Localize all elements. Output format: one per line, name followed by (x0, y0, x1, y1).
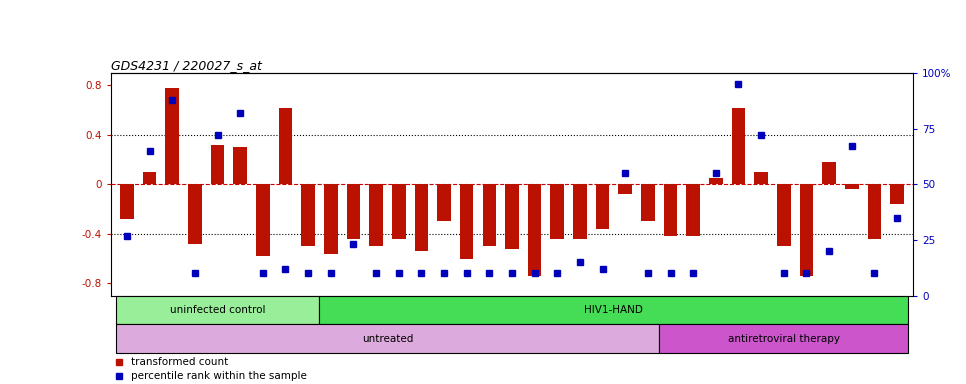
Text: percentile rank within the sample: percentile rank within the sample (131, 371, 307, 381)
Bar (483, 184, 497, 246)
Bar (777, 184, 790, 246)
Bar (731, 108, 745, 184)
Bar (891, 184, 904, 204)
Bar (527, 184, 541, 276)
Text: antiretroviral therapy: antiretroviral therapy (727, 334, 839, 344)
Bar (414, 184, 428, 251)
Text: uninfected control: uninfected control (170, 305, 266, 315)
Bar (165, 88, 179, 184)
Bar (256, 184, 270, 256)
Text: HIV1-HAND: HIV1-HAND (584, 305, 643, 315)
Bar (211, 145, 224, 184)
Bar (596, 184, 610, 229)
Text: transformed count: transformed count (131, 357, 228, 367)
Bar (618, 184, 632, 194)
Bar (188, 184, 202, 244)
Bar (754, 172, 768, 184)
Bar (116, 324, 659, 353)
Bar (116, 296, 320, 324)
Bar (659, 324, 908, 353)
Bar (800, 184, 813, 276)
Bar (347, 184, 360, 239)
Bar (505, 184, 519, 249)
Bar (709, 178, 723, 184)
Bar (120, 184, 133, 219)
Bar (279, 108, 293, 184)
Bar (301, 184, 315, 246)
Bar (664, 184, 677, 236)
Bar (320, 296, 908, 324)
Bar (822, 162, 836, 184)
Bar (438, 184, 451, 222)
Bar (369, 184, 383, 246)
Bar (460, 184, 473, 258)
Bar (324, 184, 337, 253)
Bar (687, 184, 700, 236)
Bar (551, 184, 564, 239)
Bar (845, 184, 859, 189)
Bar (641, 184, 655, 222)
Text: untreated: untreated (361, 334, 413, 344)
Bar (392, 184, 406, 239)
Bar (234, 147, 247, 184)
Bar (573, 184, 586, 239)
Text: GDS4231 / 220027_s_at: GDS4231 / 220027_s_at (111, 59, 262, 72)
Bar (867, 184, 881, 239)
Bar (143, 172, 156, 184)
